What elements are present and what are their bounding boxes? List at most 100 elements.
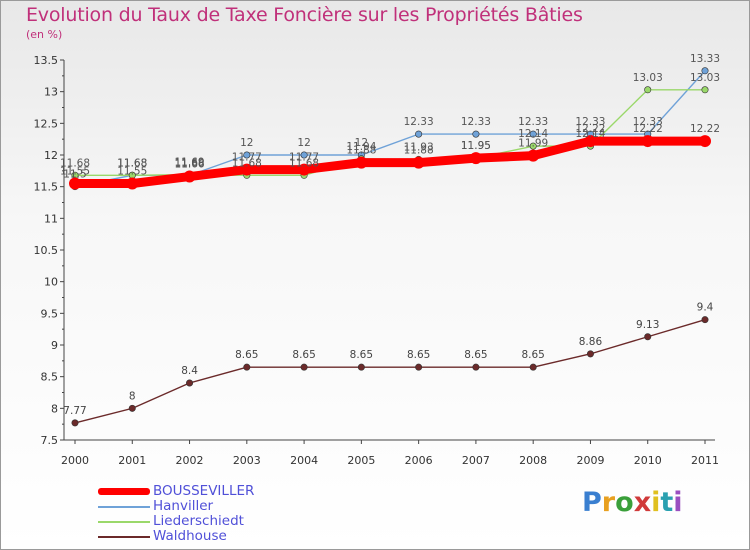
data-point-bousseviller xyxy=(412,156,425,169)
data-point-waldhouse xyxy=(357,363,365,371)
data-point-bousseviller xyxy=(469,152,482,165)
data-label-hanviller: 12 xyxy=(355,137,368,149)
data-label-liederschiedt: 11.68 xyxy=(289,157,319,169)
data-label-hanviller: 12.33 xyxy=(575,116,605,128)
legend-item-hanviller: Hanviller xyxy=(98,499,254,514)
y-tick-label: 9 xyxy=(51,339,58,352)
data-label-hanviller: 11.5 xyxy=(63,169,86,181)
data-point-waldhouse xyxy=(243,363,251,371)
data-label-waldhouse: 8.65 xyxy=(407,349,430,361)
data-point-waldhouse xyxy=(128,404,136,412)
data-label-liederschiedt: 11.68 xyxy=(232,157,262,169)
data-label-liederschiedt: 11.69 xyxy=(175,157,205,169)
data-label-hanviller: 12.33 xyxy=(633,116,663,128)
legend-swatch-waldhouse xyxy=(98,535,150,538)
data-label-waldhouse: 8.65 xyxy=(350,349,373,361)
legend-item-bousseviller: BOUSSEVILLER xyxy=(98,484,254,499)
data-label-waldhouse: 8.65 xyxy=(521,349,544,361)
series-line-waldhouse xyxy=(74,318,706,424)
data-label-bousseviller: 11.95 xyxy=(461,140,491,152)
data-label-liederschiedt: 11.94 xyxy=(346,141,376,153)
x-tick-label: 2002 xyxy=(176,454,204,467)
data-label-hanviller: 12.33 xyxy=(404,116,434,128)
logo-letter: i xyxy=(673,487,683,518)
x-tick-label: 2003 xyxy=(233,454,261,467)
series-line-hanviller xyxy=(74,70,706,188)
data-point-bousseviller xyxy=(69,177,81,190)
x-tick-label: 2010 xyxy=(634,454,662,467)
y-tick-label: 8 xyxy=(51,402,58,415)
legend-item-liederschiedt: Liederschiedt xyxy=(98,514,254,529)
x-tick-label: 2000 xyxy=(61,454,89,467)
data-label-waldhouse: 9.4 xyxy=(697,302,714,314)
data-label-hanviller: 12.33 xyxy=(518,116,548,128)
data-point-bousseviller xyxy=(355,156,368,169)
logo-letter: i xyxy=(651,487,661,518)
data-label-bousseviller: 12.22 xyxy=(633,123,663,135)
data-point-waldhouse xyxy=(415,363,423,371)
x-tick-label: 2007 xyxy=(462,454,490,467)
y-tick-label: 10.5 xyxy=(34,244,59,257)
legend-swatch-bousseviller xyxy=(98,488,150,495)
data-label-liederschiedt: 13.03 xyxy=(690,72,720,84)
data-point-liederschiedt xyxy=(529,142,537,150)
data-point-waldhouse xyxy=(529,363,537,371)
data-label-liederschiedt: 12.14 xyxy=(518,128,548,140)
data-point-hanviller xyxy=(529,130,537,138)
data-label-bousseviller: 11.55 xyxy=(60,166,90,178)
data-label-waldhouse: 8.86 xyxy=(579,336,603,348)
data-point-hanviller xyxy=(300,151,308,159)
data-label-hanviller: 11.68 xyxy=(117,157,147,169)
data-label-bousseviller: 11.77 xyxy=(232,152,262,164)
data-labels-layer: 11.55 11.55 11.66 11.77 11.77 11.88 11.88 11.95… xyxy=(60,53,720,417)
data-point-waldhouse xyxy=(300,363,308,371)
axes: 7.5 8 8.5 9 9.5 10 10.5 11 11.5 12 12.5 13 13.5 2000 2… xyxy=(34,54,720,467)
data-point-bousseviller xyxy=(584,135,597,148)
y-tick-label: 13 xyxy=(44,86,58,99)
chart-subtitle: (en %) xyxy=(26,28,63,41)
y-tick-label: 13.5 xyxy=(34,54,59,67)
data-label-waldhouse: 9.13 xyxy=(636,319,659,331)
data-point-hanviller xyxy=(701,67,709,75)
data-label-liederschiedt: 11.68 xyxy=(60,157,90,169)
data-point-bousseviller xyxy=(699,135,711,148)
data-point-hanviller xyxy=(415,130,423,138)
logo-letter: r xyxy=(601,487,616,518)
data-label-bousseviller: 11.99 xyxy=(518,138,548,150)
data-label-liederschiedt: 11.68 xyxy=(117,157,147,169)
data-label-hanviller: 12 xyxy=(297,137,310,149)
logo-letter: P xyxy=(582,487,602,518)
logo-letter: t xyxy=(660,487,674,518)
x-tick-label: 2001 xyxy=(118,454,146,467)
data-label-waldhouse: 8.65 xyxy=(464,349,487,361)
data-point-waldhouse xyxy=(701,316,709,324)
legend-label-liederschiedt: Liederschiedt xyxy=(153,513,244,529)
data-label-waldhouse: 8.65 xyxy=(235,349,258,361)
y-tick-label: 11 xyxy=(44,212,58,225)
logo-letter: x xyxy=(633,487,652,518)
data-label-bousseviller: 11.55 xyxy=(117,166,147,178)
data-label-hanviller: 13.33 xyxy=(690,53,720,65)
legend-label-waldhouse: Waldhouse xyxy=(153,528,227,544)
series-layer xyxy=(69,67,711,427)
data-label-liederschiedt: 11.93 xyxy=(404,141,434,153)
data-label-waldhouse: 8 xyxy=(129,390,136,402)
proxiti-logo: Proxiti xyxy=(582,487,683,518)
data-point-waldhouse xyxy=(472,363,480,371)
logo-letter: o xyxy=(615,487,634,518)
data-point-liederschiedt xyxy=(701,86,709,94)
data-point-waldhouse xyxy=(586,350,594,358)
x-tick-label: 2008 xyxy=(519,454,547,467)
data-point-hanviller xyxy=(472,130,480,138)
x-tick-label: 2006 xyxy=(405,454,433,467)
data-label-hanviller: 12.33 xyxy=(461,116,491,128)
chart-title: Evolution du Taux de Taxe Foncière sur l… xyxy=(26,4,583,26)
legend-label-hanviller: Hanviller xyxy=(153,498,214,514)
data-label-bousseviller: 12.22 xyxy=(690,123,720,135)
legend-swatch-hanviller xyxy=(98,505,150,508)
data-point-bousseviller xyxy=(126,177,139,190)
y-tick-label: 11.5 xyxy=(34,181,59,194)
legend-item-waldhouse: Waldhouse xyxy=(98,529,254,544)
data-point-waldhouse xyxy=(71,419,79,427)
